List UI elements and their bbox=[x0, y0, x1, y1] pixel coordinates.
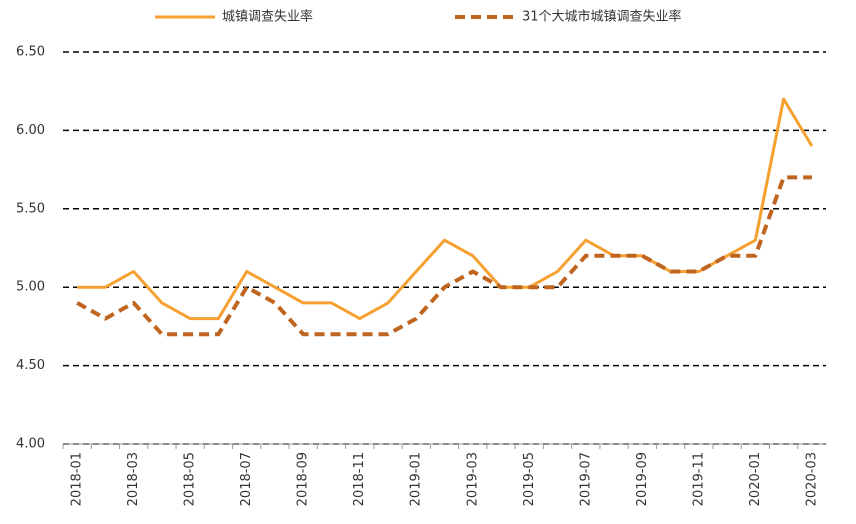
x-tick-label: 2018-11 bbox=[352, 452, 367, 506]
y-tick-label: 4.00 bbox=[16, 437, 45, 452]
x-tick-label: 2018-01 bbox=[70, 452, 85, 506]
x-tick-label: 2020-01 bbox=[748, 452, 763, 506]
series-line bbox=[76, 175, 812, 337]
legend-label: 31个大城市城镇调查失业率 bbox=[522, 9, 682, 25]
x-tick-label: 2020-03 bbox=[804, 452, 819, 506]
y-tick-label: 6.50 bbox=[16, 45, 45, 60]
x-tick-label: 2019-01 bbox=[409, 452, 424, 506]
y-tick-label: 5.00 bbox=[16, 280, 45, 295]
x-tick-label: 2018-07 bbox=[239, 452, 254, 506]
x-tick-label: 2018-05 bbox=[183, 452, 198, 506]
y-tick-label: 6.00 bbox=[16, 123, 45, 138]
y-tick-label: 5.50 bbox=[16, 201, 45, 216]
x-tick-label: 2019-03 bbox=[465, 452, 480, 506]
x-tick-label: 2019-09 bbox=[635, 452, 650, 506]
y-tick-label: 4.50 bbox=[16, 358, 45, 373]
x-tick-label: 2018-03 bbox=[126, 452, 141, 506]
x-tick-label: 2019-11 bbox=[691, 452, 706, 506]
legend-label: 城镇调查失业率 bbox=[222, 9, 313, 25]
x-tick-label: 2019-07 bbox=[578, 452, 593, 506]
x-tick-label: 2018-09 bbox=[296, 452, 311, 506]
x-tick-label: 2019-05 bbox=[522, 452, 537, 506]
